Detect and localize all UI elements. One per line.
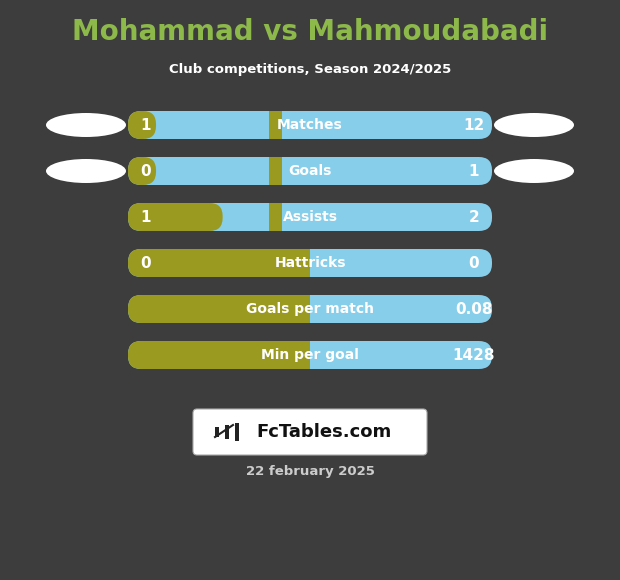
Ellipse shape (46, 159, 126, 183)
Text: Min per goal: Min per goal (261, 348, 359, 362)
Text: 22 february 2025: 22 february 2025 (246, 466, 374, 478)
FancyBboxPatch shape (128, 111, 156, 139)
Bar (215, 427, 219, 437)
Bar (269, 111, 282, 139)
FancyBboxPatch shape (128, 157, 492, 185)
FancyBboxPatch shape (193, 409, 427, 455)
Bar (297, 295, 310, 323)
Text: Goals: Goals (288, 164, 332, 178)
Text: 0.08: 0.08 (455, 302, 493, 317)
FancyBboxPatch shape (128, 295, 310, 323)
Bar (235, 423, 239, 441)
FancyBboxPatch shape (128, 249, 492, 277)
Text: 0: 0 (141, 164, 151, 179)
Bar (297, 341, 310, 369)
Text: Goals per match: Goals per match (246, 302, 374, 316)
Text: Matches: Matches (277, 118, 343, 132)
Text: 1: 1 (469, 164, 479, 179)
Text: Club competitions, Season 2024/2025: Club competitions, Season 2024/2025 (169, 63, 451, 77)
Bar (269, 157, 282, 185)
FancyBboxPatch shape (128, 295, 492, 323)
Bar (269, 203, 282, 231)
Text: 12: 12 (463, 118, 485, 132)
Bar (297, 249, 310, 277)
Text: 0: 0 (469, 256, 479, 270)
Text: 0: 0 (141, 256, 151, 270)
FancyBboxPatch shape (128, 203, 223, 231)
Bar (225, 425, 229, 439)
FancyBboxPatch shape (128, 249, 310, 277)
Text: Hattricks: Hattricks (274, 256, 346, 270)
Ellipse shape (494, 113, 574, 137)
Text: Assists: Assists (283, 210, 337, 224)
Text: 2: 2 (469, 209, 479, 224)
Text: 1428: 1428 (453, 347, 495, 362)
FancyBboxPatch shape (128, 111, 492, 139)
FancyBboxPatch shape (128, 341, 492, 369)
Ellipse shape (46, 113, 126, 137)
Text: 1: 1 (141, 209, 151, 224)
Ellipse shape (494, 159, 574, 183)
FancyBboxPatch shape (128, 157, 156, 185)
Text: Mohammad vs Mahmoudabadi: Mohammad vs Mahmoudabadi (72, 18, 548, 46)
FancyBboxPatch shape (128, 341, 310, 369)
Text: FcTables.com: FcTables.com (257, 423, 392, 441)
FancyBboxPatch shape (128, 203, 492, 231)
Text: 1: 1 (141, 118, 151, 132)
